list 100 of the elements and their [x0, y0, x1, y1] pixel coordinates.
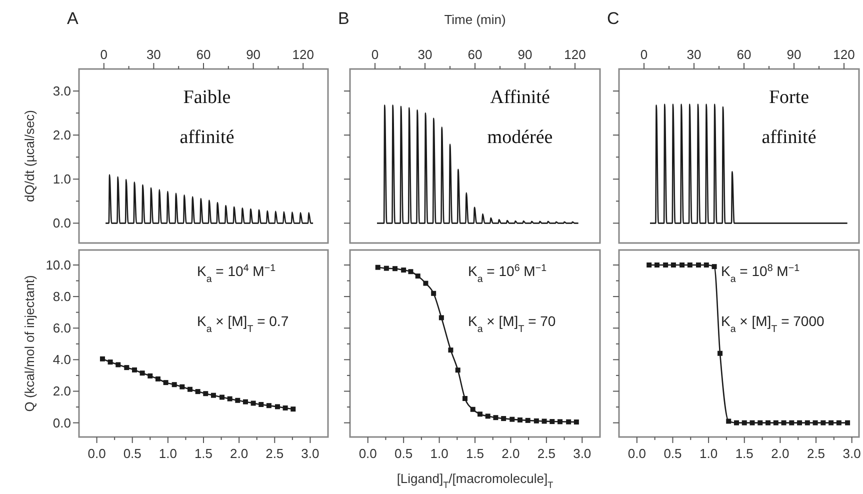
y-tick-label: 2.0: [52, 128, 71, 143]
point: [718, 350, 723, 356]
x-tick-label: 1.5: [735, 446, 754, 461]
point: [742, 420, 747, 426]
point: [187, 386, 192, 392]
x-tick-label: 60: [736, 47, 752, 62]
x-tick-label: 90: [786, 47, 802, 62]
point: [518, 417, 522, 422]
point: [726, 418, 732, 424]
point: [431, 290, 436, 296]
point: [108, 360, 113, 365]
point: [687, 262, 692, 268]
point: [384, 266, 389, 271]
point: [663, 262, 668, 268]
y-tick-label: 10.0: [46, 257, 71, 272]
x-tick-label: 0.0: [88, 446, 106, 461]
text: A: [67, 9, 79, 28]
point: [836, 420, 842, 426]
annotation: Faible affinité: [180, 87, 234, 148]
point: [258, 402, 264, 407]
y-tick-label: 3.0: [52, 84, 71, 99]
x-tick-label: 1.0: [430, 446, 448, 461]
x-tick-label: 1.5: [194, 446, 213, 461]
x-tick-label: 3.0: [301, 446, 320, 461]
y-tick-label: 4.0: [52, 352, 71, 368]
annotation: Affinité modérée: [487, 87, 553, 148]
point: [804, 420, 810, 426]
point: [219, 394, 224, 400]
x-tick-label: 0.5: [664, 446, 682, 461]
point: [227, 396, 232, 402]
x-tick-label: 0.0: [628, 446, 646, 461]
y-tick-label: 0.0: [52, 415, 71, 430]
point: [210, 392, 216, 398]
point: [646, 262, 652, 268]
x-tick-label: 0: [640, 47, 648, 62]
point: [704, 262, 709, 268]
point: [438, 315, 444, 320]
point: [820, 420, 826, 426]
x-tick-label: 90: [246, 47, 261, 62]
x-tick-label: 1.0: [158, 446, 177, 461]
point: [401, 268, 406, 273]
point: [235, 398, 240, 403]
x-tick-label: 120: [292, 47, 314, 62]
point: [375, 264, 380, 270]
point: [501, 416, 506, 422]
point: [773, 420, 778, 426]
point: [542, 418, 547, 424]
point: [203, 391, 208, 396]
x-tick-label: 2.5: [266, 446, 284, 461]
point: [566, 419, 572, 424]
point: [478, 412, 482, 417]
y-tick-label: 8.0: [52, 289, 71, 304]
x-tick-label: 0: [100, 47, 108, 62]
annotation: K$_{a}$ × [M]$_{T}$ = 70: [468, 313, 556, 334]
x-tick-label: 2.0: [502, 446, 520, 461]
point: [448, 348, 454, 353]
point: [100, 356, 105, 362]
point: [493, 415, 498, 420]
x-tick-label: 30: [418, 47, 432, 62]
point: [485, 414, 490, 419]
point: [415, 274, 420, 279]
point: [781, 420, 786, 426]
point: [654, 262, 660, 268]
point: [734, 420, 739, 426]
y-tick-label: 2.0: [52, 384, 71, 399]
point: [510, 416, 515, 422]
annotation: K$_{a}$ = 10$^{4}$ M$^{−1}$: [197, 262, 276, 284]
y-tick-label: 0.0: [52, 216, 71, 231]
point: [140, 370, 145, 376]
annotation: K$_{a}$ = 10$^{6}$ M$^{−1}$: [468, 262, 547, 284]
point: [470, 406, 476, 412]
y-tick-label: 1.0: [52, 172, 71, 187]
x-tick-label: 1.0: [700, 446, 718, 461]
y-axis-title: dQ/dt (µcal/sec): [22, 110, 37, 202]
point: [789, 420, 794, 426]
point: [696, 262, 702, 268]
point: [455, 368, 460, 373]
text: C: [607, 9, 620, 28]
point: [290, 406, 296, 412]
annotation: K$_{a}$ = 10$^{8}$ M$^{−1}$: [721, 262, 800, 284]
point: [712, 264, 717, 270]
x-tick-label: 0.0: [358, 446, 377, 461]
point: [124, 365, 130, 370]
x-tick-label: 0.5: [123, 446, 142, 461]
point: [172, 382, 177, 388]
point: [758, 420, 763, 426]
annotation: Forte affinité: [762, 87, 816, 148]
x-tick-label: 1.5: [466, 446, 484, 461]
x-tick-label: 90: [518, 47, 532, 62]
text: B: [338, 9, 350, 28]
point: [558, 419, 562, 424]
point: [132, 367, 137, 372]
x-tick-label: 0.5: [394, 446, 413, 461]
point: [180, 384, 185, 390]
y-axis-title: Q (kcal/mol of injectant): [22, 275, 37, 412]
point: [266, 403, 272, 408]
point: [550, 419, 555, 424]
point: [812, 420, 818, 426]
x-tick-label: 2.0: [771, 446, 790, 461]
point: [274, 404, 280, 410]
